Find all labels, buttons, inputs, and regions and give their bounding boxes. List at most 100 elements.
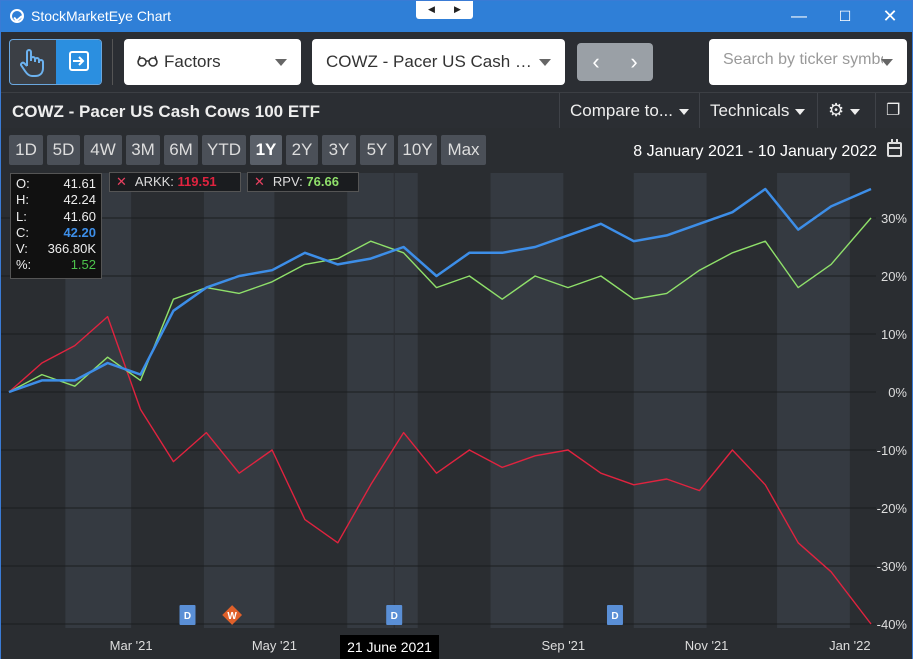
month-band <box>777 173 850 628</box>
export-button[interactable] <box>56 40 101 84</box>
technicals-button[interactable]: Technicals <box>699 93 817 128</box>
crosshair-date-label: 21 June 2021 <box>340 635 439 659</box>
rpv-value: 76.66 <box>306 174 339 189</box>
app-logo-icon <box>10 9 24 23</box>
month-band <box>347 173 418 628</box>
series-line-arkk <box>8 315 872 625</box>
chart-area[interactable]: 30% 20% 10% 0% -10% -20% -30% -40% Mar '21 May '2… <box>1 128 912 659</box>
y-tick-label: 10% <box>881 327 907 342</box>
history-nav: ◀ ▶ <box>416 1 473 19</box>
month-band <box>203 173 275 628</box>
percent-change-value: 1.52 <box>70 257 96 273</box>
window-title: StockMarketEye Chart <box>31 8 172 24</box>
chevron-down-icon[interactable] <box>881 59 893 66</box>
y-tick-label: 30% <box>881 211 907 226</box>
open-value: 41.61 <box>63 176 96 191</box>
remove-rpv-icon[interactable]: ✕ <box>254 174 265 189</box>
month-band <box>633 173 707 628</box>
event-marker-d <box>179 605 196 625</box>
remove-arkk-icon[interactable]: ✕ <box>116 174 127 189</box>
event-marker-label: D <box>184 611 191 622</box>
period-button-6m[interactable]: 6M <box>164 135 198 165</box>
close-button[interactable]: ✕ <box>882 6 898 26</box>
date-range[interactable]: 8 January 2021 - 10 January 2022 <box>633 143 877 160</box>
chevron-down-icon <box>275 59 287 66</box>
history-back-icon[interactable]: ◀ <box>428 4 435 14</box>
chart-title: COWZ - Pacer US Cash Cows 100 ETF <box>12 102 320 121</box>
settings-button[interactable]: ⚙ <box>817 93 875 128</box>
compare-to-button[interactable]: Compare to... <box>559 93 699 128</box>
period-button-3m[interactable]: 3M <box>126 135 160 165</box>
arkk-value: 119.51 <box>177 174 217 189</box>
event-marker-d <box>386 605 403 625</box>
series-line-cowz <box>8 187 872 394</box>
sign-in-icon <box>69 51 89 71</box>
event-marker-d <box>606 605 623 625</box>
compare-label: Compare to... <box>570 101 673 120</box>
next-symbol-button[interactable]: › <box>630 49 638 74</box>
chevron-down-icon <box>795 108 806 115</box>
symbol-dropdown[interactable]: COWZ - Pacer US Cash … <box>312 39 565 85</box>
volume-value: 366.80K <box>47 241 96 257</box>
toolbar: Factors COWZ - Pacer US Cash … ‹ › <box>1 32 912 92</box>
event-marker-label: D <box>391 611 398 622</box>
period-button-1d[interactable]: 1D <box>9 135 43 165</box>
compare-chip-rpv: ✕ RPV: 76.66 <box>247 172 359 192</box>
x-tick-label: Nov '21 <box>685 638 729 653</box>
hand-pointer-icon <box>20 49 44 77</box>
period-button-3y[interactable]: 3Y <box>322 135 356 165</box>
y-tick-label: 0% <box>888 385 907 400</box>
price-chart[interactable]: 30% 20% 10% 0% -10% -20% -30% -40% Mar '21 May '2… <box>1 128 912 659</box>
factors-label: Factors <box>164 52 221 71</box>
pointer-mode-button[interactable] <box>10 40 55 84</box>
chevron-down-icon <box>679 108 689 115</box>
y-tick-label: -30% <box>877 559 908 574</box>
previous-symbol-button[interactable]: ‹ <box>592 49 600 74</box>
y-tick-label: -40% <box>877 617 908 632</box>
period-button-2y[interactable]: 2Y <box>286 135 318 165</box>
ohlc-panel: O: 41.61 H: 42.24 L: 41.60 C: 42.20 V: 366.80… <box>10 173 102 279</box>
y-tick-label: -10% <box>877 443 908 458</box>
x-tick-label: Mar '21 <box>110 638 153 653</box>
period-button-max[interactable]: Max <box>441 135 486 165</box>
y-tick-label: -20% <box>877 501 908 516</box>
event-marker-label: W <box>227 611 237 622</box>
arkk-symbol: ARKK: <box>134 174 174 189</box>
technicals-label: Technicals <box>710 101 790 120</box>
symbol-nav-group: ‹ › <box>577 43 653 81</box>
period-button-ytd[interactable]: YTD <box>202 135 246 165</box>
y-tick-label: 20% <box>881 269 907 284</box>
period-button-10y[interactable]: 10Y <box>398 135 437 165</box>
close-value: 42.20 <box>63 224 96 240</box>
x-tick-label: Sep '21 <box>541 638 585 653</box>
ticker-search-input[interactable] <box>723 51 883 69</box>
glasses-icon <box>137 55 158 67</box>
title-bar: StockMarketEye Chart ◀ ▶ — ☐ ✕ <box>1 1 912 32</box>
cursor-mode-group <box>9 39 102 85</box>
factors-dropdown[interactable]: Factors <box>124 39 301 85</box>
x-tick-label: May '21 <box>252 638 297 653</box>
chevron-down-icon <box>539 59 551 66</box>
history-forward-icon[interactable]: ▶ <box>454 4 461 14</box>
period-button-5d[interactable]: 5D <box>47 135 80 165</box>
rpv-symbol: RPV: <box>272 174 303 189</box>
chart-header: COWZ - Pacer US Cash Cows 100 ETF Compar… <box>1 92 912 128</box>
event-marker-label: D <box>611 611 618 622</box>
period-button-1y[interactable]: 1Y <box>250 135 282 165</box>
chevron-down-icon <box>850 108 861 115</box>
gears-icon: ⚙ <box>828 100 845 120</box>
minimize-button[interactable]: — <box>791 8 807 25</box>
window-restore-icon: ❐ <box>886 102 901 119</box>
period-button-4w[interactable]: 4W <box>84 135 122 165</box>
high-value: 42.24 <box>63 192 96 208</box>
calendar-icon[interactable] <box>887 139 902 157</box>
ticker-search[interactable] <box>709 39 907 85</box>
maximize-button[interactable]: ☐ <box>838 8 852 24</box>
x-tick-label: Jan '22 <box>829 638 871 653</box>
symbol-label: COWZ - Pacer US Cash … <box>326 52 531 71</box>
compare-chip-arkk: ✕ ARKK: 119.51 <box>109 172 241 192</box>
period-button-5y[interactable]: 5Y <box>360 135 394 165</box>
popout-button[interactable]: ❐ <box>875 93 912 128</box>
toolbar-divider <box>112 39 113 85</box>
